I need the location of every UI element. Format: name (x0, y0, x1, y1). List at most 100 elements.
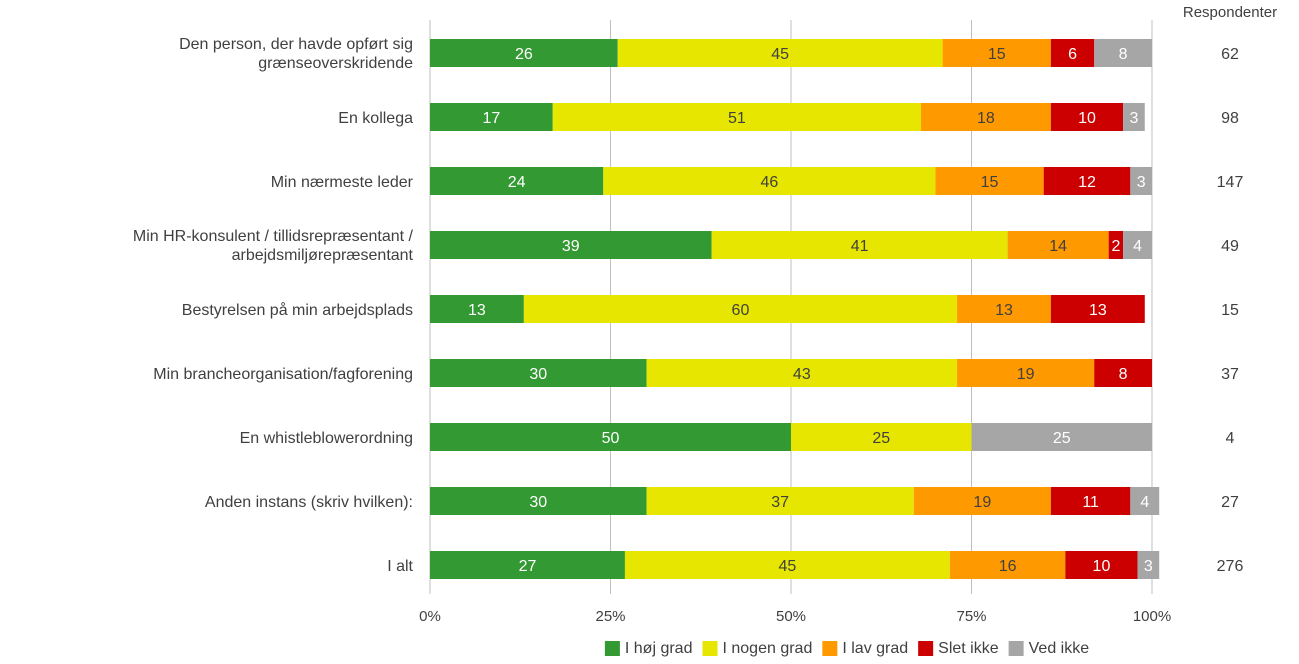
bar-data-label: 45 (771, 46, 789, 63)
bar-data-label: 2 (1111, 238, 1120, 255)
bar-data-label: 45 (778, 558, 796, 575)
category-label: arbejdsmiljørepræsentant (232, 247, 414, 264)
bar-segment (1050, 103, 1124, 131)
bar-segment (430, 295, 524, 323)
bar-segment (430, 423, 791, 451)
respondents-value: 276 (1217, 558, 1244, 575)
bar-data-label: 46 (760, 174, 778, 191)
respondents-value: 37 (1221, 366, 1239, 383)
bar-segment (971, 423, 1152, 451)
bar-segment (1130, 167, 1152, 195)
category-label: En whistleblowerordning (240, 430, 413, 447)
bar-segment (624, 551, 950, 579)
bar-data-label: 60 (732, 302, 750, 319)
bar-segment (1137, 551, 1160, 579)
bar-data-label: 4 (1133, 238, 1142, 255)
bar-segment (957, 359, 1095, 387)
bar-data-label: 37 (771, 494, 789, 511)
bar-data-label: 25 (872, 430, 890, 447)
bar-segment (1050, 295, 1145, 323)
bar-segment (1050, 39, 1095, 67)
bar-data-label: 41 (851, 238, 869, 255)
category-label: Bestyrelsen på min arbejdsplads (182, 301, 413, 319)
bar-segment (1130, 487, 1160, 515)
bar-data-label: 13 (468, 302, 486, 319)
legend-label: Slet ikke (938, 640, 999, 657)
category-label: grænseoverskridende (258, 55, 413, 72)
bar-segment (1007, 231, 1109, 259)
bar-data-label: 3 (1137, 174, 1146, 191)
bar-data-label: 26 (515, 46, 533, 63)
legend-swatch (918, 641, 934, 656)
bar-segment (430, 487, 647, 515)
bar-segment (1094, 39, 1152, 67)
category-label: Anden instans (skriv hvilken): (205, 494, 413, 511)
bar-segment (1050, 487, 1131, 515)
bar-segment (913, 487, 1051, 515)
bar-segment (1043, 167, 1131, 195)
legend-swatch (822, 641, 838, 656)
category-label: Min brancheorganisation/fagforening (153, 366, 413, 383)
bar-segment (430, 103, 553, 131)
respondents-value: 15 (1221, 302, 1239, 319)
respondents-value: 62 (1221, 46, 1239, 63)
bar-segment (935, 167, 1044, 195)
legend-label: I lav grad (842, 640, 908, 657)
bar-segment (430, 231, 712, 259)
bar-segment (430, 39, 618, 67)
legend-label: I nogen grad (722, 640, 812, 657)
x-tick-label: 25% (595, 608, 625, 625)
bar-segment (523, 295, 958, 323)
bar-segment (552, 103, 921, 131)
bar-data-label: 10 (1093, 558, 1111, 575)
bar-segment (646, 359, 958, 387)
x-tick-label: 75% (956, 608, 986, 625)
bar-segment (1094, 359, 1152, 387)
bar-data-label: 50 (602, 430, 620, 447)
category-label: Min HR-konsulent / tillidsrepræsentant / (133, 228, 414, 245)
bar-segment (430, 359, 647, 387)
bar-data-label: 17 (482, 110, 500, 127)
bars: 26 45 15 6 817 51 18 10 324 46 15 12 339 41 14 2 413 60 13… (430, 39, 1160, 579)
bar-data-label: 3 (1129, 110, 1138, 127)
bar-segment (617, 39, 943, 67)
bar-segment (920, 103, 1051, 131)
bar-data-label: 30 (529, 494, 547, 511)
bar-data-label: 12 (1078, 174, 1096, 191)
legend-swatch (702, 641, 718, 656)
category-label: Min nærmeste leder (271, 174, 414, 191)
respondents-value: 98 (1221, 110, 1239, 127)
x-tick-label: 100% (1133, 608, 1171, 625)
respondents-value: 147 (1217, 174, 1244, 191)
bar-segment (430, 551, 625, 579)
respondents-column: Respondenter 62 98 147 49 15 37 4 27 276 (1183, 4, 1277, 575)
bar-data-label: 15 (981, 174, 999, 191)
bar-data-label: 6 (1068, 46, 1077, 63)
respondents-value: 27 (1221, 494, 1239, 511)
bar-data-label: 11 (1082, 494, 1099, 511)
bar-segment (957, 295, 1051, 323)
respondents-header: Respondenter (1183, 4, 1277, 21)
bar-data-label: 27 (519, 558, 537, 575)
bar-segment (430, 167, 604, 195)
bar-segment (942, 39, 1051, 67)
bar-data-label: 8 (1119, 46, 1128, 63)
bar-data-label: 24 (508, 174, 526, 191)
legend-swatch (604, 641, 620, 656)
bar-data-label: 16 (999, 558, 1017, 575)
bar-data-label: 3 (1144, 558, 1153, 575)
bar-data-label: 14 (1049, 238, 1067, 255)
category-label: Den person, der havde opført sig (179, 36, 413, 53)
bar-data-label: 51 (728, 110, 746, 127)
category-label: I alt (387, 558, 413, 575)
category-labels: Den person, der havde opført sig grænseov… (133, 36, 414, 575)
bar-segment (646, 487, 914, 515)
bar-data-label: 15 (988, 46, 1006, 63)
bar-segment (949, 551, 1066, 579)
bar-segment (791, 423, 972, 451)
legend-swatch (1008, 641, 1024, 656)
bar-segment (1065, 551, 1138, 579)
bar-data-label: 30 (529, 366, 547, 383)
legend-label: I høj grad (625, 640, 693, 657)
